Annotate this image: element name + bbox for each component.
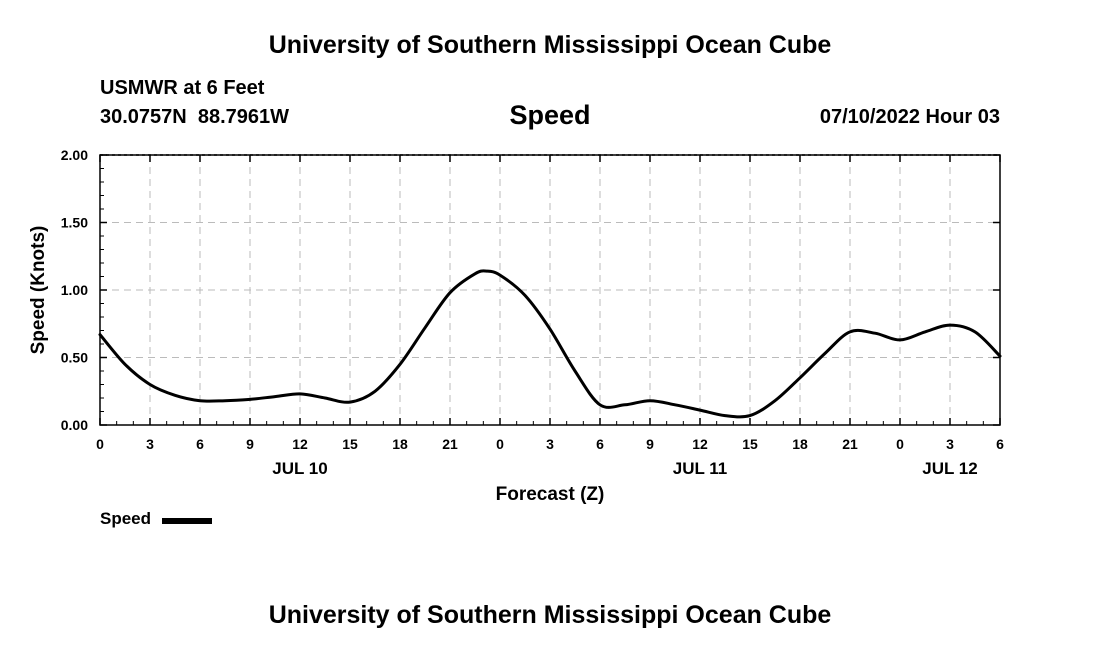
date-label: JUL 11 [673,459,728,478]
x-tick-label: 9 [246,436,254,452]
x-tick-label: 3 [546,436,554,452]
x-tick-label: 18 [392,436,408,452]
axis-labels: 0 3 6 9 12 15 18 21 0 3 6 9 12 15 18 21 0 3 6 0.00 0.50 1.00 1… [61,147,1004,478]
y-tick-label: 1.00 [61,282,88,298]
chart-title: Speed [509,100,591,130]
axis-ticks [99,154,1001,426]
y-tick-label: 2.00 [61,147,88,163]
x-tick-label: 3 [946,436,954,452]
x-tick-label: 6 [596,436,604,452]
x-tick-label: 0 [96,436,104,452]
station-label: USMWR at 6 Feet [100,77,265,99]
x-tick-label: 6 [996,436,1004,452]
y-axis-label: Speed (Knots) [28,226,49,355]
x-tick-label: 0 [896,436,904,452]
station-coordinates: 30.0757N 88.7961W [100,106,290,128]
x-tick-label: 15 [342,436,358,452]
y-tick-label: 0.00 [61,417,88,433]
x-tick-label: 12 [292,436,308,452]
x-tick-label: 18 [792,436,808,452]
y-tick-label: 0.50 [61,350,88,366]
legend-line-swatch [162,518,212,524]
x-tick-label: 6 [196,436,204,452]
date-label: JUL 10 [272,459,327,478]
x-tick-label: 3 [146,436,154,452]
x-tick-label: 15 [742,436,758,452]
x-axis-label: Forecast (Z) [496,484,605,505]
x-tick-label: 21 [842,436,858,452]
grid-lines [100,155,1000,425]
speed-series-line [98,269,1002,419]
x-tick-label: 9 [646,436,654,452]
x-tick-label: 0 [496,436,504,452]
y-tick-label: 1.50 [61,215,88,231]
top-title: University of Southern Mississippi Ocean… [268,31,832,59]
bottom-title: University of Southern Mississippi Ocean… [268,601,832,629]
x-tick-label: 12 [692,436,708,452]
forecast-datetime: 07/10/2022 Hour 03 [819,106,1000,128]
x-tick-label: 21 [442,436,458,452]
legend-label: Speed [100,509,152,528]
date-label: JUL 12 [922,459,977,478]
